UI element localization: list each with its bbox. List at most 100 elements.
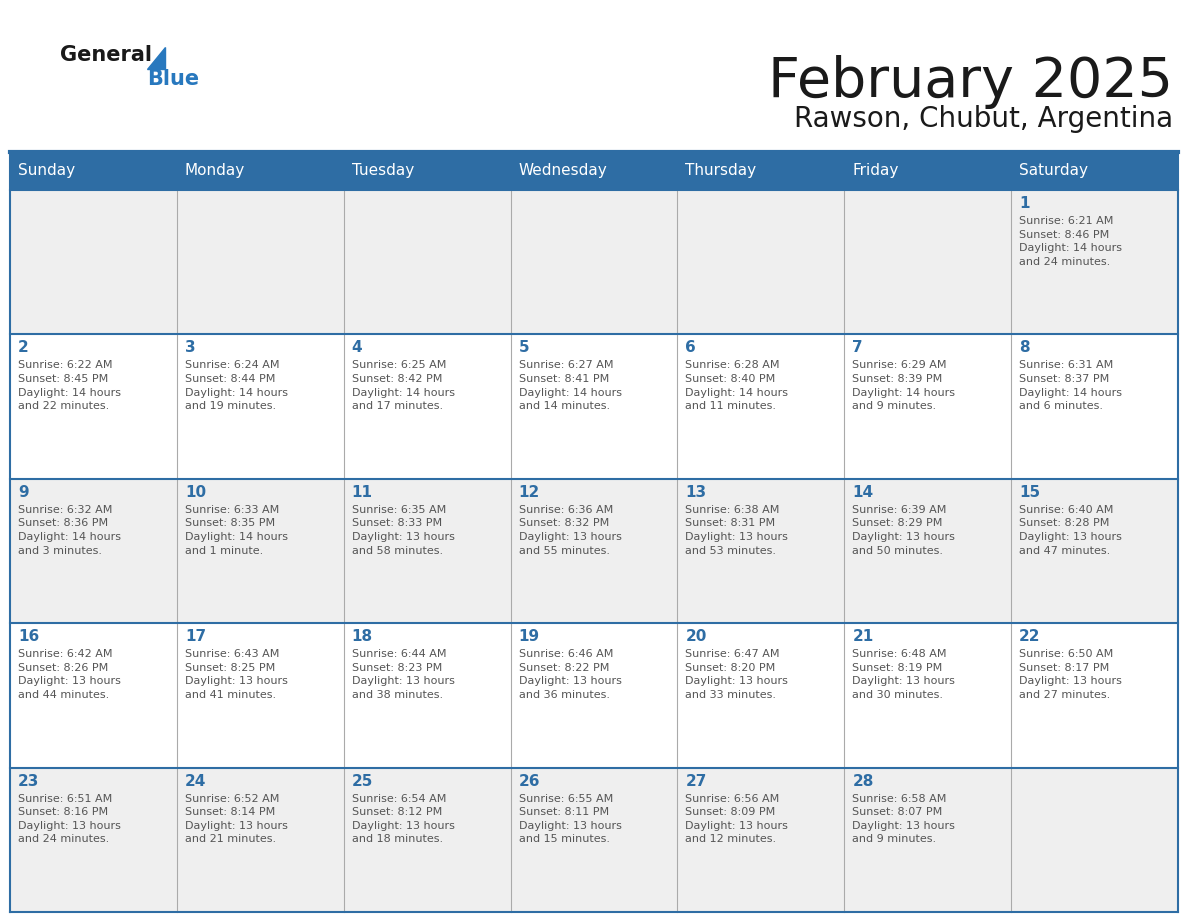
- Text: Saturday: Saturday: [1019, 163, 1088, 178]
- Bar: [511, 190, 677, 334]
- Text: Sunrise: 6:22 AM
Sunset: 8:45 PM
Daylight: 14 hours
and 22 minutes.: Sunrise: 6:22 AM Sunset: 8:45 PM Dayligh…: [18, 361, 121, 411]
- Bar: [177, 479, 343, 623]
- Text: Sunrise: 6:31 AM
Sunset: 8:37 PM
Daylight: 14 hours
and 6 minutes.: Sunrise: 6:31 AM Sunset: 8:37 PM Dayligh…: [1019, 361, 1123, 411]
- Text: Sunrise: 6:32 AM
Sunset: 8:36 PM
Daylight: 14 hours
and 3 minutes.: Sunrise: 6:32 AM Sunset: 8:36 PM Dayligh…: [18, 505, 121, 555]
- Bar: [511, 479, 677, 623]
- Text: Sunrise: 6:55 AM
Sunset: 8:11 PM
Daylight: 13 hours
and 15 minutes.: Sunrise: 6:55 AM Sunset: 8:11 PM Dayligh…: [519, 793, 621, 845]
- Text: Sunrise: 6:52 AM
Sunset: 8:14 PM
Daylight: 13 hours
and 21 minutes.: Sunrise: 6:52 AM Sunset: 8:14 PM Dayligh…: [185, 793, 287, 845]
- Polygon shape: [147, 47, 165, 69]
- Bar: [343, 334, 511, 479]
- Text: General: General: [61, 45, 152, 65]
- Bar: [845, 767, 1011, 912]
- Text: Sunrise: 6:43 AM
Sunset: 8:25 PM
Daylight: 13 hours
and 41 minutes.: Sunrise: 6:43 AM Sunset: 8:25 PM Dayligh…: [185, 649, 287, 700]
- Text: Sunrise: 6:56 AM
Sunset: 8:09 PM
Daylight: 13 hours
and 12 minutes.: Sunrise: 6:56 AM Sunset: 8:09 PM Dayligh…: [685, 793, 789, 845]
- Text: Sunrise: 6:29 AM
Sunset: 8:39 PM
Daylight: 14 hours
and 9 minutes.: Sunrise: 6:29 AM Sunset: 8:39 PM Dayligh…: [852, 361, 955, 411]
- Bar: [511, 623, 677, 767]
- Text: Wednesday: Wednesday: [519, 163, 607, 178]
- Bar: [1011, 479, 1178, 623]
- Text: Sunrise: 6:42 AM
Sunset: 8:26 PM
Daylight: 13 hours
and 44 minutes.: Sunrise: 6:42 AM Sunset: 8:26 PM Dayligh…: [18, 649, 121, 700]
- Bar: [677, 334, 845, 479]
- Text: 2: 2: [18, 341, 29, 355]
- Text: Sunrise: 6:27 AM
Sunset: 8:41 PM
Daylight: 14 hours
and 14 minutes.: Sunrise: 6:27 AM Sunset: 8:41 PM Dayligh…: [519, 361, 621, 411]
- Bar: [343, 190, 511, 334]
- Text: 8: 8: [1019, 341, 1030, 355]
- Bar: [845, 479, 1011, 623]
- Bar: [511, 334, 677, 479]
- Bar: [1011, 767, 1178, 912]
- Text: 15: 15: [1019, 485, 1041, 499]
- Bar: [845, 334, 1011, 479]
- Text: 5: 5: [519, 341, 529, 355]
- Text: 28: 28: [852, 774, 873, 789]
- Bar: [677, 623, 845, 767]
- Bar: [1011, 190, 1178, 334]
- Text: 3: 3: [185, 341, 196, 355]
- Text: 12: 12: [519, 485, 539, 499]
- Text: Sunrise: 6:50 AM
Sunset: 8:17 PM
Daylight: 13 hours
and 27 minutes.: Sunrise: 6:50 AM Sunset: 8:17 PM Dayligh…: [1019, 649, 1121, 700]
- Text: Sunrise: 6:21 AM
Sunset: 8:46 PM
Daylight: 14 hours
and 24 minutes.: Sunrise: 6:21 AM Sunset: 8:46 PM Dayligh…: [1019, 216, 1123, 267]
- Bar: [677, 479, 845, 623]
- Text: Sunrise: 6:24 AM
Sunset: 8:44 PM
Daylight: 14 hours
and 19 minutes.: Sunrise: 6:24 AM Sunset: 8:44 PM Dayligh…: [185, 361, 287, 411]
- Bar: [177, 190, 343, 334]
- Text: 20: 20: [685, 629, 707, 644]
- Bar: [177, 623, 343, 767]
- Text: Sunday: Sunday: [18, 163, 75, 178]
- Bar: [677, 767, 845, 912]
- Text: Sunrise: 6:28 AM
Sunset: 8:40 PM
Daylight: 14 hours
and 11 minutes.: Sunrise: 6:28 AM Sunset: 8:40 PM Dayligh…: [685, 361, 789, 411]
- Text: 23: 23: [18, 774, 39, 789]
- Bar: [177, 767, 343, 912]
- Text: 27: 27: [685, 774, 707, 789]
- Text: 14: 14: [852, 485, 873, 499]
- Text: Sunrise: 6:58 AM
Sunset: 8:07 PM
Daylight: 13 hours
and 9 minutes.: Sunrise: 6:58 AM Sunset: 8:07 PM Dayligh…: [852, 793, 955, 845]
- Bar: [1011, 623, 1178, 767]
- Bar: [845, 190, 1011, 334]
- Text: Sunrise: 6:25 AM
Sunset: 8:42 PM
Daylight: 14 hours
and 17 minutes.: Sunrise: 6:25 AM Sunset: 8:42 PM Dayligh…: [352, 361, 455, 411]
- Text: Sunrise: 6:33 AM
Sunset: 8:35 PM
Daylight: 14 hours
and 1 minute.: Sunrise: 6:33 AM Sunset: 8:35 PM Dayligh…: [185, 505, 287, 555]
- Bar: [10, 479, 177, 623]
- Text: 1: 1: [1019, 196, 1030, 211]
- Text: Sunrise: 6:47 AM
Sunset: 8:20 PM
Daylight: 13 hours
and 33 minutes.: Sunrise: 6:47 AM Sunset: 8:20 PM Dayligh…: [685, 649, 789, 700]
- Text: 24: 24: [185, 774, 207, 789]
- Text: 18: 18: [352, 629, 373, 644]
- Bar: [511, 767, 677, 912]
- Text: 10: 10: [185, 485, 206, 499]
- Text: Sunrise: 6:38 AM
Sunset: 8:31 PM
Daylight: 13 hours
and 53 minutes.: Sunrise: 6:38 AM Sunset: 8:31 PM Dayligh…: [685, 505, 789, 555]
- Bar: [343, 767, 511, 912]
- Text: Sunrise: 6:39 AM
Sunset: 8:29 PM
Daylight: 13 hours
and 50 minutes.: Sunrise: 6:39 AM Sunset: 8:29 PM Dayligh…: [852, 505, 955, 555]
- Bar: [343, 623, 511, 767]
- Bar: [10, 334, 177, 479]
- Text: 17: 17: [185, 629, 206, 644]
- Text: Thursday: Thursday: [685, 163, 757, 178]
- Text: Friday: Friday: [852, 163, 898, 178]
- Text: 11: 11: [352, 485, 373, 499]
- Text: Sunrise: 6:51 AM
Sunset: 8:16 PM
Daylight: 13 hours
and 24 minutes.: Sunrise: 6:51 AM Sunset: 8:16 PM Dayligh…: [18, 793, 121, 845]
- Bar: [177, 334, 343, 479]
- Text: Sunrise: 6:35 AM
Sunset: 8:33 PM
Daylight: 13 hours
and 58 minutes.: Sunrise: 6:35 AM Sunset: 8:33 PM Dayligh…: [352, 505, 455, 555]
- Bar: [1011, 334, 1178, 479]
- Text: Sunrise: 6:44 AM
Sunset: 8:23 PM
Daylight: 13 hours
and 38 minutes.: Sunrise: 6:44 AM Sunset: 8:23 PM Dayligh…: [352, 649, 455, 700]
- Text: 26: 26: [519, 774, 541, 789]
- Text: Blue: Blue: [147, 69, 200, 89]
- Text: 4: 4: [352, 341, 362, 355]
- Text: Monday: Monday: [185, 163, 245, 178]
- Bar: [677, 190, 845, 334]
- Text: Rawson, Chubut, Argentina: Rawson, Chubut, Argentina: [794, 105, 1173, 133]
- Bar: [10, 152, 1178, 190]
- Text: 25: 25: [352, 774, 373, 789]
- Text: Sunrise: 6:40 AM
Sunset: 8:28 PM
Daylight: 13 hours
and 47 minutes.: Sunrise: 6:40 AM Sunset: 8:28 PM Dayligh…: [1019, 505, 1121, 555]
- Bar: [10, 767, 177, 912]
- Bar: [343, 479, 511, 623]
- Bar: [845, 623, 1011, 767]
- Text: Sunrise: 6:54 AM
Sunset: 8:12 PM
Daylight: 13 hours
and 18 minutes.: Sunrise: 6:54 AM Sunset: 8:12 PM Dayligh…: [352, 793, 455, 845]
- Text: Tuesday: Tuesday: [352, 163, 413, 178]
- Text: 21: 21: [852, 629, 873, 644]
- Text: February 2025: February 2025: [767, 55, 1173, 109]
- Text: 6: 6: [685, 341, 696, 355]
- Text: 19: 19: [519, 629, 539, 644]
- Bar: [10, 190, 177, 334]
- Text: 7: 7: [852, 341, 862, 355]
- Text: Sunrise: 6:36 AM
Sunset: 8:32 PM
Daylight: 13 hours
and 55 minutes.: Sunrise: 6:36 AM Sunset: 8:32 PM Dayligh…: [519, 505, 621, 555]
- Text: 13: 13: [685, 485, 707, 499]
- Bar: [10, 623, 177, 767]
- Text: Sunrise: 6:48 AM
Sunset: 8:19 PM
Daylight: 13 hours
and 30 minutes.: Sunrise: 6:48 AM Sunset: 8:19 PM Dayligh…: [852, 649, 955, 700]
